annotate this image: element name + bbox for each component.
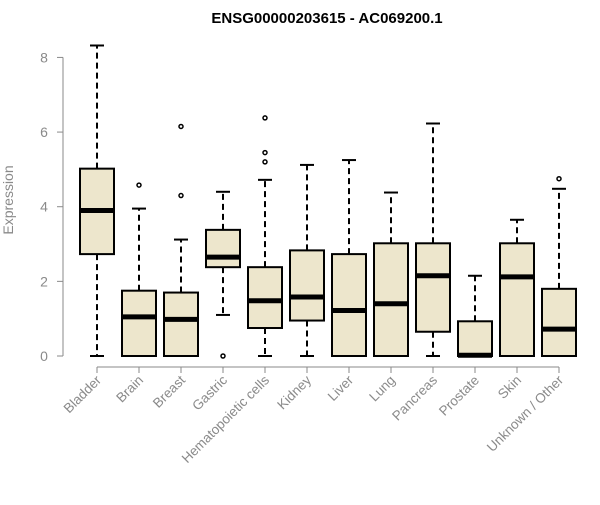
box bbox=[499, 242, 535, 358]
x-tick-label: Prostate bbox=[436, 373, 482, 419]
box bbox=[205, 228, 241, 269]
outlier-point bbox=[178, 123, 184, 130]
x-tick-label: Gastric bbox=[189, 372, 230, 413]
box-group bbox=[163, 123, 199, 357]
box-group bbox=[331, 159, 367, 357]
x-tick-label: Kidney bbox=[274, 372, 314, 412]
box bbox=[373, 242, 409, 358]
box-group bbox=[457, 274, 493, 358]
box bbox=[331, 253, 367, 357]
box-group bbox=[121, 182, 157, 357]
y-axis: 0 2 4 6 8 bbox=[40, 49, 64, 364]
chart-title: ENSG00000203615 - AC069200.1 bbox=[211, 10, 442, 27]
outlier-point bbox=[178, 192, 184, 199]
box-group bbox=[289, 163, 325, 357]
y-axis-label: Expression bbox=[0, 165, 16, 234]
box-group bbox=[79, 44, 115, 357]
box bbox=[121, 289, 157, 357]
x-tick-label: Liver bbox=[325, 372, 357, 404]
x-tick-label: Pancreas bbox=[389, 372, 440, 423]
box bbox=[457, 320, 493, 358]
y-tick-label: 2 bbox=[40, 273, 48, 289]
x-tick-label: Bladder bbox=[61, 372, 105, 416]
box-group bbox=[541, 175, 577, 358]
y-tick-label: 8 bbox=[40, 49, 48, 65]
box-group bbox=[415, 122, 451, 357]
box-group bbox=[205, 190, 241, 359]
x-tick-label: Skin bbox=[495, 373, 524, 402]
outlier-point bbox=[556, 175, 562, 182]
outlier-point bbox=[220, 353, 226, 359]
box bbox=[163, 291, 199, 357]
outlier-point bbox=[136, 182, 142, 188]
boxes-layer bbox=[79, 44, 577, 359]
y-tick-label: 0 bbox=[40, 348, 48, 364]
x-tick-label: Breast bbox=[150, 372, 188, 410]
box bbox=[541, 287, 577, 358]
y-tick-label: 4 bbox=[40, 199, 48, 215]
x-tick-label: Lung bbox=[366, 373, 398, 405]
box bbox=[289, 249, 325, 322]
box bbox=[247, 266, 283, 330]
outlier-point bbox=[262, 149, 268, 156]
outlier-point bbox=[262, 115, 268, 121]
x-tick-label: Brain bbox=[113, 373, 146, 406]
box-group bbox=[499, 218, 535, 358]
box bbox=[415, 242, 451, 333]
x-tick-label: Unknown / Other bbox=[484, 372, 567, 455]
y-tick-label: 6 bbox=[40, 124, 48, 140]
outlier-point bbox=[262, 159, 268, 165]
box-group bbox=[247, 115, 283, 357]
box-group bbox=[373, 191, 409, 358]
